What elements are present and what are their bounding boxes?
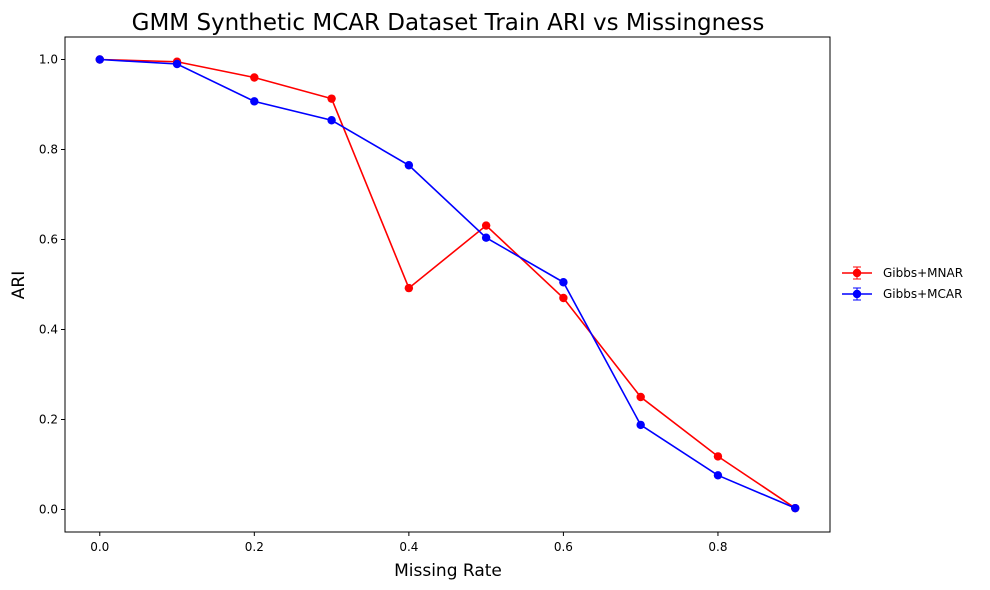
series-layer xyxy=(95,55,800,513)
chart-title: GMM Synthetic MCAR Dataset Train ARI vs … xyxy=(132,10,765,36)
y-tick-label: 0.2 xyxy=(39,413,58,427)
data-point xyxy=(791,503,800,513)
x-tick-label: 0.2 xyxy=(245,540,264,554)
legend-label: Gibbs+MCAR xyxy=(883,287,962,301)
data-point xyxy=(172,59,182,69)
legend: Gibbs+MNAR Gibbs+MCAR xyxy=(842,266,963,301)
data-point xyxy=(250,73,259,82)
data-point xyxy=(481,233,491,242)
x-tick-label: 0.4 xyxy=(399,540,418,554)
x-axis: 0.0 0.2 0.4 0.6 0.8 xyxy=(90,532,728,554)
data-point xyxy=(481,221,491,230)
x-tick-label: 0.6 xyxy=(554,540,573,554)
y-axis-label: ARI xyxy=(9,271,29,299)
plot-area xyxy=(64,36,831,533)
data-point xyxy=(713,471,723,480)
y-tick-label: 0.6 xyxy=(39,233,58,247)
y-axis: 0.0 0.2 0.4 0.6 0.8 1.0 xyxy=(39,53,65,517)
x-axis-label: Missing Rate xyxy=(394,561,502,581)
legend-label: Gibbs+MNAR xyxy=(883,266,963,280)
y-tick-label: 0.4 xyxy=(39,323,58,337)
data-point xyxy=(95,55,104,64)
x-tick-label: 0.8 xyxy=(708,540,727,554)
data-point xyxy=(713,452,723,461)
data-point xyxy=(404,283,414,293)
data-point xyxy=(636,420,645,430)
data-point xyxy=(636,392,645,402)
data-point xyxy=(327,116,336,125)
legend-marker xyxy=(852,268,862,278)
x-tick-label: 0.0 xyxy=(90,540,109,554)
data-point xyxy=(559,278,568,287)
series-line xyxy=(99,58,796,509)
y-tick-label: 0.0 xyxy=(39,503,58,517)
series-line xyxy=(99,58,796,509)
legend-marker xyxy=(852,289,862,299)
data-point xyxy=(327,94,336,103)
data-point xyxy=(559,293,568,303)
data-point xyxy=(404,161,414,170)
y-tick-label: 0.8 xyxy=(39,143,58,157)
data-point xyxy=(250,97,259,106)
y-tick-label: 1.0 xyxy=(39,53,58,67)
